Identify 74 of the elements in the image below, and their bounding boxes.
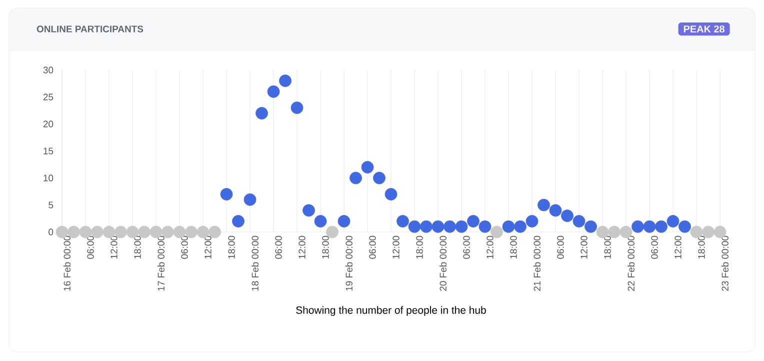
point <box>384 188 398 200</box>
y-tick-label: 30 <box>43 66 54 74</box>
point <box>302 204 315 217</box>
point <box>455 220 468 233</box>
x-tick-label: 12:00 <box>298 236 306 258</box>
y-tick-label: 15 <box>44 148 54 154</box>
x-tick-label: 22 Feb 00:00 <box>628 236 634 291</box>
x-tick-label: 12:00 <box>486 236 494 258</box>
point <box>314 215 327 228</box>
y-tick-label: 5 <box>48 202 54 208</box>
x-tick-label: 12:00 <box>392 236 400 258</box>
point <box>338 215 350 228</box>
x-tick-label: 20 Feb 00:00 <box>440 236 446 291</box>
x-tick-label: 18:00 <box>228 236 235 258</box>
point <box>290 102 304 114</box>
x-tick-label: 12:00 <box>110 236 118 258</box>
point <box>396 215 409 228</box>
x-tick-label: 06:00 <box>369 236 376 259</box>
point <box>361 161 374 174</box>
point <box>220 188 233 200</box>
point <box>538 198 550 212</box>
point <box>408 220 421 233</box>
x-tick-label: 18:00 <box>416 236 423 258</box>
x-tick-label: 17 Feb 00:00 <box>158 236 164 291</box>
x-tick-label: 18 Feb 00:00 <box>252 236 258 291</box>
point <box>279 74 292 87</box>
x-tick-label: 18:00 <box>134 236 141 258</box>
point <box>632 220 644 233</box>
point <box>678 220 691 233</box>
y-tick-label: 0 <box>48 228 54 236</box>
x-tick-label: 18:00 <box>322 236 329 258</box>
point <box>232 215 244 228</box>
x-tick-label: 21 Feb 00:00 <box>534 236 540 291</box>
x-tick-label: 18:00 <box>604 236 611 258</box>
x-tick-label: 18:00 <box>698 236 705 258</box>
point <box>267 85 280 98</box>
y-tick-label: 20 <box>43 120 54 128</box>
x-tick-label: 06:00 <box>557 236 564 259</box>
point <box>444 220 456 233</box>
x-tick-label: 16 Feb 00:00 <box>64 236 70 291</box>
point <box>526 215 538 228</box>
point <box>373 172 386 184</box>
x-tick-label: 12:00 <box>580 236 588 258</box>
text: PEAK 28 <box>684 25 724 33</box>
x-tick-label: 06:00 <box>651 236 658 259</box>
point <box>350 172 362 184</box>
x-tick-label: 18:00 <box>510 236 517 258</box>
point <box>256 107 268 120</box>
x-tick-label: 06:00 <box>463 236 470 259</box>
x-axis-title: Showing the number of people in the hub <box>296 306 486 316</box>
point <box>502 220 515 233</box>
x-tick-label: 23 Feb 00:00 <box>722 236 728 291</box>
y-tick-label: 25 <box>43 94 54 100</box>
x-tick-label: 12:00 <box>674 236 682 258</box>
x-tick-label: 12:00 <box>204 236 212 258</box>
x-tick-label: 19 Feb 00:00 <box>346 236 352 291</box>
x-tick-label: 06:00 <box>275 236 282 259</box>
point <box>655 220 668 233</box>
point <box>572 215 586 228</box>
point <box>514 220 526 233</box>
chart-title: ONLINE PARTICIPANTS <box>36 26 144 32</box>
x-tick-label: 06:00 <box>181 236 188 259</box>
point <box>549 204 562 217</box>
x-tick-label: 06:00 <box>87 236 94 259</box>
y-tick-label: 10 <box>44 174 54 182</box>
point <box>643 220 656 233</box>
point <box>478 220 492 233</box>
point <box>244 193 256 206</box>
point <box>584 220 597 233</box>
point <box>420 220 432 233</box>
point <box>432 220 444 233</box>
point <box>666 215 680 228</box>
point <box>467 215 480 228</box>
point <box>561 210 574 222</box>
